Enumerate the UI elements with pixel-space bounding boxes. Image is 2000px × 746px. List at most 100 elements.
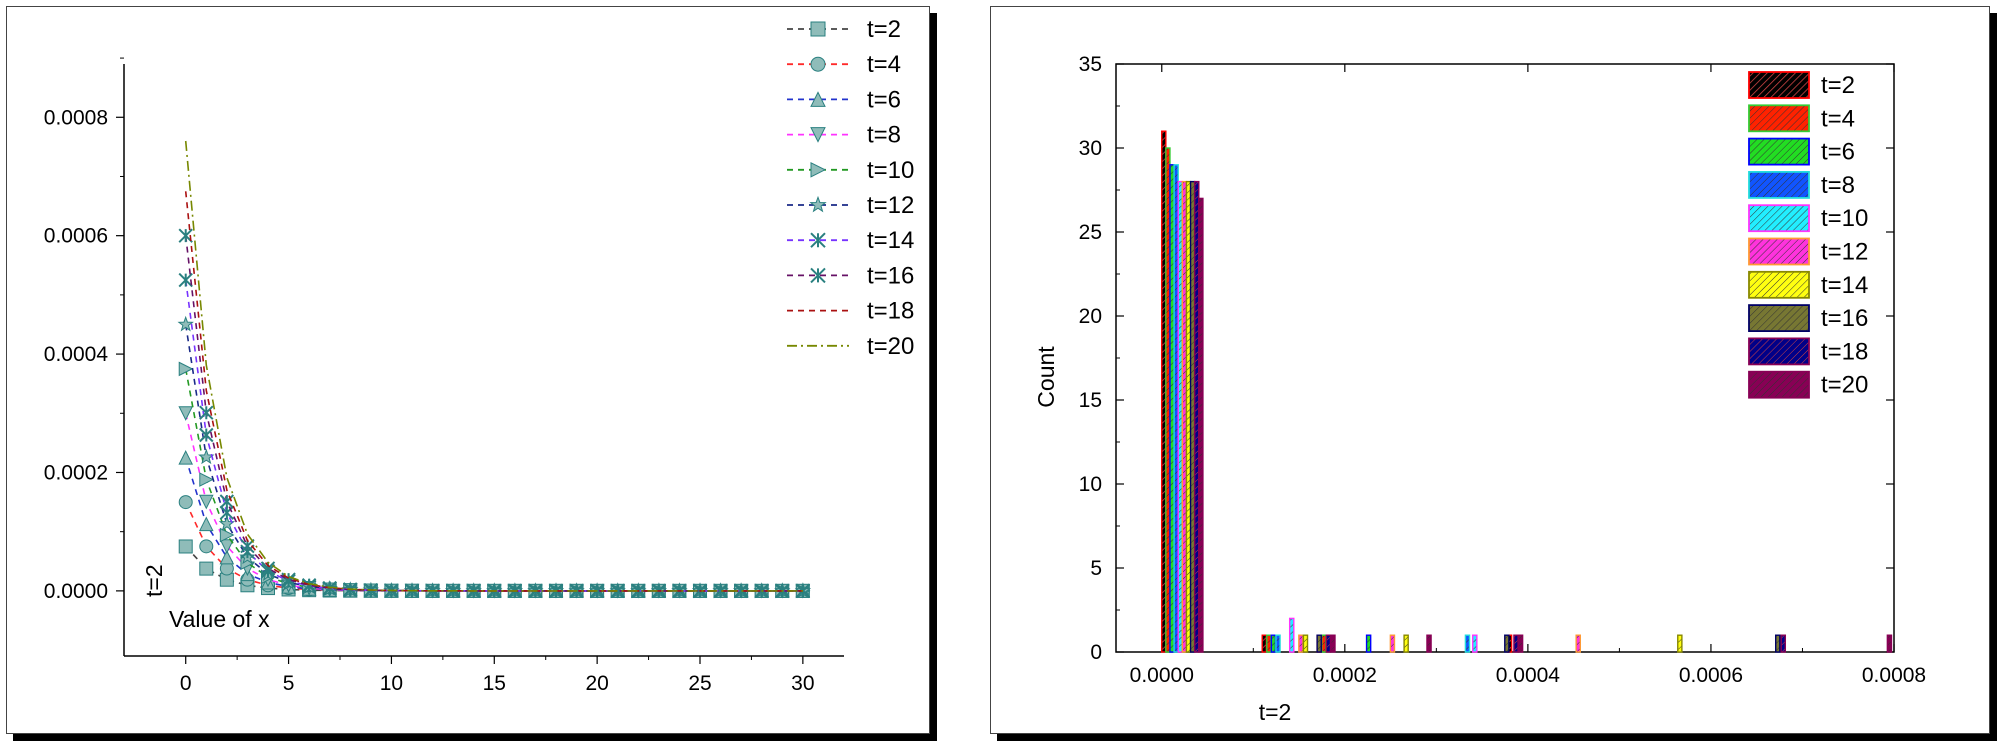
left-data-point <box>177 315 194 332</box>
right-x-tick-label: 0.0000 <box>1130 664 1194 687</box>
right-legend-label: t=16 <box>1821 305 1868 332</box>
right-histogram-bar <box>1504 634 1510 653</box>
left-y-tick-label: 0.0004 <box>44 343 109 366</box>
left-y-tick-label: 0.0008 <box>44 106 108 129</box>
right-legend-swatch <box>1748 137 1810 166</box>
right-legend-label: t=14 <box>1821 272 1868 299</box>
left-legend-label: t=10 <box>867 157 914 184</box>
right-histogram-bar <box>1464 634 1471 653</box>
right-legend-swatch <box>1748 204 1810 233</box>
left-legend-marker <box>810 91 826 107</box>
right-legend-swatch <box>1748 71 1810 99</box>
right-y-tick-label: 30 <box>1079 137 1102 160</box>
right-histogram-bar <box>1288 617 1295 653</box>
left-legend-label: t=18 <box>867 298 914 325</box>
right-y-tick-label: 0 <box>1090 641 1102 664</box>
right-legend-swatch <box>1748 270 1810 299</box>
left-legend-label: t=20 <box>867 333 914 360</box>
left-legend-label: t=4 <box>867 51 901 78</box>
left-data-point <box>219 527 235 543</box>
left-data-point <box>219 494 235 509</box>
right-y-tick-label: 25 <box>1079 221 1102 244</box>
left-legend-marker <box>809 195 827 213</box>
right-x-axis-label: t=2 <box>1259 699 1292 725</box>
left-data-point <box>178 272 193 288</box>
right-legend-label: t=4 <box>1821 105 1855 132</box>
right-histogram-bar <box>1266 634 1272 653</box>
right-legend-swatch <box>1748 237 1810 266</box>
left-x-tick-label: 20 <box>585 672 608 695</box>
left-data-point <box>199 561 214 576</box>
right-x-tick-label: 0.0002 <box>1313 664 1377 687</box>
left-legend-label: t=12 <box>867 192 914 219</box>
left-series-line <box>184 324 803 592</box>
left-x-tick-label: 5 <box>283 672 295 695</box>
right-histogram-bar <box>1330 634 1336 653</box>
left-legend-marker <box>810 127 826 143</box>
right-histogram-bar <box>1780 634 1787 653</box>
right-histogram-bar <box>1261 634 1268 653</box>
right-histogram-bar <box>1275 634 1281 653</box>
left-plot-area: 0 5 10 15 20 25 30 0.0000 0.0002 0.0004 0.0006 0.00… <box>44 16 915 695</box>
right-histogram-bar <box>1472 634 1478 653</box>
left-data-point <box>219 549 235 565</box>
left-data-point <box>198 448 215 465</box>
right-legend-label: t=10 <box>1821 205 1868 232</box>
right-legend-label: t=20 <box>1821 372 1868 399</box>
left-series-line <box>184 140 803 592</box>
left-data-point <box>199 539 214 554</box>
right-histogram-bar <box>1389 634 1396 653</box>
right-histogram-bar <box>1517 634 1524 653</box>
left-data-point <box>178 406 194 421</box>
left-legend-label: t=16 <box>867 262 914 289</box>
right-x-tick-label: 0.0006 <box>1679 664 1743 687</box>
right-histogram-bar <box>1270 634 1277 653</box>
left-x-axis-label: Value of x <box>169 606 270 632</box>
left-data-point <box>198 516 214 532</box>
right-histogram-bar <box>1677 634 1683 653</box>
right-histogram-bar <box>1316 634 1322 653</box>
right-x-tick-label: 0.0004 <box>1496 664 1561 687</box>
left-legend-label: t=14 <box>867 227 914 254</box>
left-data-point <box>733 583 749 599</box>
left-series-line <box>184 368 803 592</box>
left-y-axis-label: t=2 <box>141 564 167 597</box>
right-histogram-chart: 0.0000 0.0002 0.0004 0.0006 0.0008 0 5 10 15 20 25… <box>1033 53 1926 725</box>
left-x-tick-label: 10 <box>380 672 403 695</box>
left-data-point <box>178 539 193 554</box>
left-data-point <box>178 495 193 510</box>
left-data-point <box>713 583 728 599</box>
left-data-point <box>219 505 235 520</box>
right-y-tick-label: 15 <box>1079 389 1102 412</box>
left-legend-marker <box>810 21 826 37</box>
right-histogram-bar <box>1321 634 1327 653</box>
left-x-tick-label: 30 <box>791 672 814 695</box>
left-data-point <box>199 405 214 420</box>
right-histogram-bar <box>1298 634 1304 653</box>
right-y-tick-label: 20 <box>1079 305 1102 328</box>
left-y-tick-label: 0.0002 <box>44 461 108 484</box>
left-series-line <box>184 235 803 592</box>
right-histogram-bar <box>1325 634 1332 653</box>
left-legend-marker <box>810 56 826 72</box>
right-histogram-bar <box>1575 634 1581 653</box>
right-histogram-bar <box>1302 634 1309 653</box>
right-y-tick-label: 35 <box>1079 53 1102 76</box>
left-x-tick-label: 25 <box>688 672 711 695</box>
left-y-tick-label: 0.0006 <box>44 225 108 248</box>
right-histogram-bar <box>1426 634 1432 653</box>
left-x-tick-label: 15 <box>483 672 506 695</box>
left-data-point <box>199 472 214 487</box>
left-series-line <box>184 413 803 592</box>
right-histogram-bar <box>1403 634 1409 653</box>
right-x-tick-label: 0.0008 <box>1862 664 1926 687</box>
left-legend-marker <box>810 267 826 284</box>
right-legend-label: t=8 <box>1821 172 1855 199</box>
left-series-line <box>184 279 803 592</box>
right-legend-swatch <box>1748 104 1810 133</box>
left-data-point <box>178 361 194 377</box>
left-chart-panel: 0 5 10 15 20 25 30 0.0000 0.0002 0.0004 0.0006 0.00… <box>6 6 930 734</box>
left-series-line <box>184 457 803 592</box>
left-line-chart: 0 5 10 15 20 25 30 0.0000 0.0002 0.0004 0.0006 0.00… <box>44 16 915 695</box>
right-legend-label: t=6 <box>1821 139 1855 166</box>
